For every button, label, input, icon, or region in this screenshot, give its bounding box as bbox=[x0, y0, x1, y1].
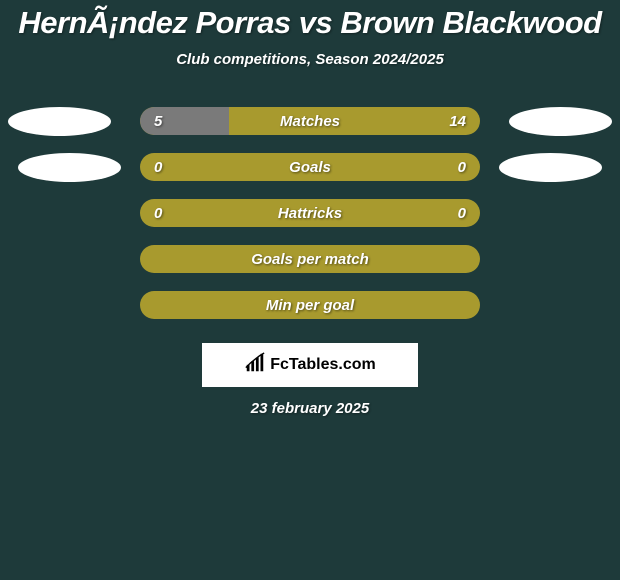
stat-label: Hattricks bbox=[140, 205, 480, 222]
stat-bar: Goals per match bbox=[140, 245, 480, 273]
branding-text: FcTables.com bbox=[270, 356, 376, 374]
stat-row: 0Goals0 bbox=[0, 144, 620, 190]
stat-bar: 0Goals0 bbox=[140, 153, 480, 181]
stat-bar: Min per goal bbox=[140, 291, 480, 319]
player-right-avatar bbox=[509, 107, 612, 136]
player-right-avatar bbox=[499, 153, 602, 182]
right-value: 14 bbox=[449, 113, 466, 130]
stat-label: Goals per match bbox=[140, 251, 480, 268]
stat-row: Goals per match bbox=[0, 236, 620, 282]
right-value: 0 bbox=[458, 205, 466, 222]
stats-list: 5Matches140Goals00Hattricks0Goals per ma… bbox=[0, 98, 620, 328]
branding-box: FcTables.com bbox=[202, 343, 418, 387]
comparison-card: HernÃ¡ndez Porras vs Brown Blackwood Clu… bbox=[0, 0, 620, 417]
stat-label: Min per goal bbox=[140, 297, 480, 314]
stat-row: Min per goal bbox=[0, 282, 620, 328]
stat-row: 5Matches14 bbox=[0, 98, 620, 144]
player-left-avatar bbox=[18, 153, 121, 182]
chart-icon bbox=[244, 352, 266, 379]
subtitle: Club competitions, Season 2024/2025 bbox=[0, 51, 620, 68]
stat-label: Goals bbox=[140, 159, 480, 176]
right-value: 0 bbox=[458, 159, 466, 176]
page-title: HernÃ¡ndez Porras vs Brown Blackwood bbox=[0, 5, 620, 41]
stat-bar: 0Hattricks0 bbox=[140, 199, 480, 227]
date-text: 23 february 2025 bbox=[0, 400, 620, 417]
stat-row: 0Hattricks0 bbox=[0, 190, 620, 236]
stat-label: Matches bbox=[140, 113, 480, 130]
player-left-avatar bbox=[8, 107, 111, 136]
stat-bar: 5Matches14 bbox=[140, 107, 480, 135]
